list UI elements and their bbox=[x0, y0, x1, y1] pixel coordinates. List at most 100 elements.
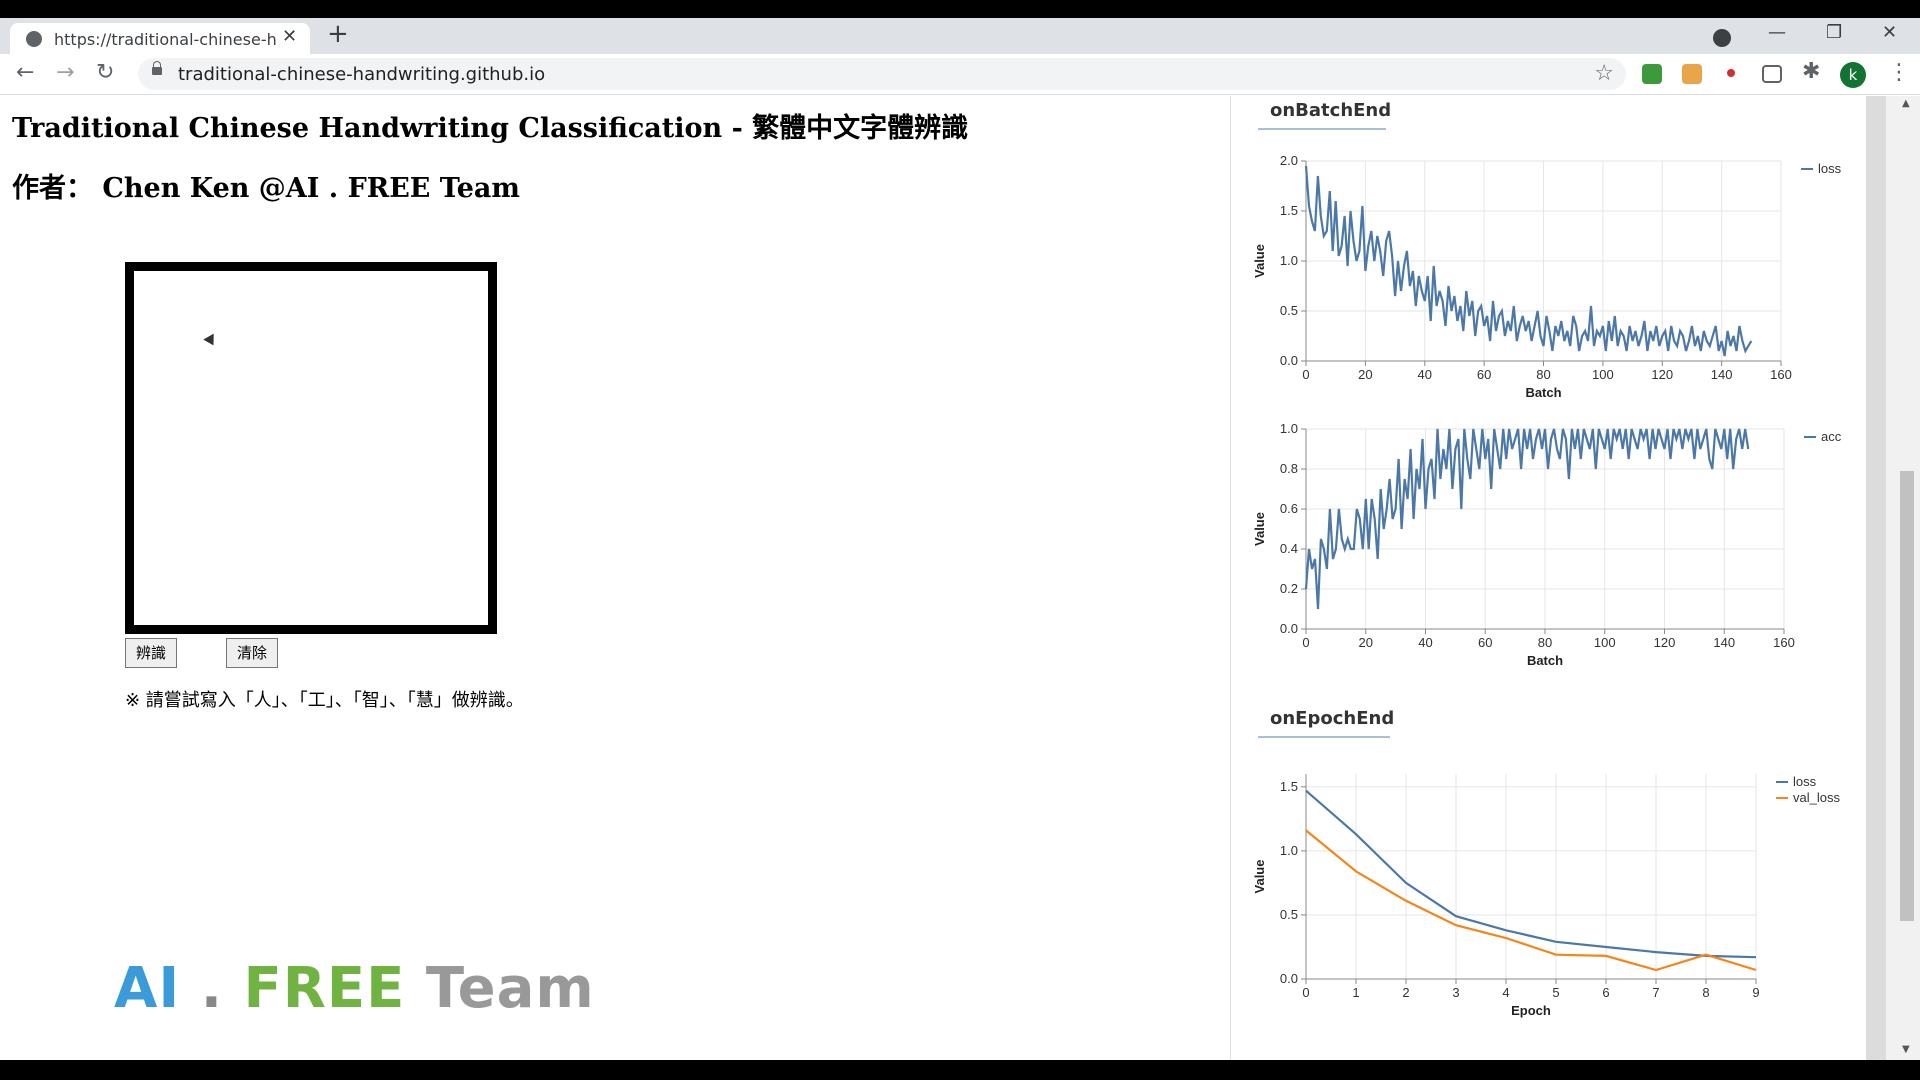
logo-dot: . bbox=[200, 956, 223, 1021]
section-underline-epoch bbox=[1258, 736, 1390, 738]
legend-label-loss: loss bbox=[1818, 161, 1842, 176]
restore-icon[interactable]: ❐ bbox=[1826, 22, 1843, 43]
y-axis-label: Value bbox=[1252, 512, 1267, 546]
y-tick-label: 0.5 bbox=[1280, 907, 1298, 922]
x-tick-label: 1 bbox=[1352, 985, 1359, 1000]
recognize-button[interactable]: 辨識 bbox=[125, 638, 177, 668]
drawing-canvas[interactable] bbox=[125, 262, 497, 634]
back-icon[interactable]: ← bbox=[16, 60, 35, 85]
y-tick-label: 0.0 bbox=[1280, 621, 1298, 636]
x-tick-label: 20 bbox=[1358, 367, 1372, 382]
hint-text: ※ 請嘗試寫入「人」、「工」、「智」、「慧」做辨識。 bbox=[125, 690, 524, 711]
minimize-icon[interactable]: — bbox=[1768, 22, 1786, 43]
scroll-down-arrow-icon[interactable]: ▼ bbox=[1902, 1044, 1910, 1055]
y-tick-label: 0.4 bbox=[1280, 541, 1298, 556]
tab-title: https://traditional-chinese-handwriting.… bbox=[54, 30, 276, 49]
author-line: 作者： Chen Ken @AI . FREE Team bbox=[12, 173, 520, 204]
y-tick-label: 0.2 bbox=[1280, 581, 1298, 596]
scrollbar-thumb[interactable] bbox=[1900, 471, 1914, 921]
legend-label-loss: loss bbox=[1793, 774, 1817, 789]
close-window-icon[interactable]: ✕ bbox=[1882, 22, 1898, 43]
y-tick-label: 0.0 bbox=[1280, 353, 1298, 368]
scrollbar[interactable]: ▲ ▼ bbox=[1866, 96, 1920, 1060]
y-tick-label: 2.0 bbox=[1280, 153, 1298, 168]
y-axis-label: Value bbox=[1252, 244, 1267, 278]
x-tick-label: 140 bbox=[1713, 635, 1735, 650]
browser-toolbar: ← → ↻ traditional-chinese-handwriting.gi… bbox=[0, 54, 1920, 95]
lock-icon[interactable] bbox=[152, 61, 162, 75]
address-bar[interactable]: traditional-chinese-handwriting.github.i… bbox=[138, 58, 1626, 90]
y-tick-label: 1.5 bbox=[1280, 779, 1298, 794]
panel-divider bbox=[1230, 96, 1231, 1060]
x-tick-label: 80 bbox=[1538, 635, 1552, 650]
batch-loss-chart: 0 20 40 60 80 100 120 140 160 0.0 0.5 1.0 1.5 2.0 Batc… bbox=[1252, 153, 1842, 400]
url-text[interactable]: traditional-chinese-handwriting.github.i… bbox=[178, 64, 546, 85]
profile-avatar[interactable]: k bbox=[1840, 62, 1866, 88]
logo-ai: AI bbox=[114, 956, 181, 1021]
page-title: Traditional Chinese Handwriting Classifi… bbox=[12, 113, 969, 144]
x-axis-label: Batch bbox=[1525, 385, 1561, 400]
browser-window: https://traditional-chinese-handwriting.… bbox=[0, 18, 1920, 1060]
x-tick-label: 160 bbox=[1773, 635, 1795, 650]
x-tick-label: 60 bbox=[1478, 635, 1492, 650]
series-line-val_loss bbox=[1305, 829, 1757, 972]
x-tick-label: 40 bbox=[1418, 367, 1432, 382]
x-tick-label: 60 bbox=[1477, 367, 1491, 382]
logo-free: FREE bbox=[243, 956, 406, 1021]
x-tick-label: 5 bbox=[1552, 985, 1559, 1000]
x-tick-label: 80 bbox=[1536, 367, 1550, 382]
x-tick-label: 8 bbox=[1702, 985, 1709, 1000]
x-tick-label: 140 bbox=[1711, 367, 1733, 382]
y-tick-label: 1.0 bbox=[1280, 421, 1298, 436]
clear-button[interactable]: 清除 bbox=[226, 638, 278, 668]
visor-scroll-track[interactable] bbox=[1866, 96, 1886, 1060]
section-underline-batch bbox=[1258, 128, 1386, 130]
x-tick-label: 120 bbox=[1654, 635, 1676, 650]
y-tick-label: 1.0 bbox=[1280, 253, 1298, 268]
logo-team: Team bbox=[425, 956, 595, 1021]
y-tick-label: 0.8 bbox=[1280, 461, 1298, 476]
x-tick-label: 0 bbox=[1302, 985, 1309, 1000]
y-tick-label: 0.0 bbox=[1280, 971, 1298, 986]
x-tick-label: 3 bbox=[1452, 985, 1459, 1000]
y-tick-label: 0.6 bbox=[1280, 501, 1298, 516]
x-tick-label: 6 bbox=[1602, 985, 1609, 1000]
x-tick-label: 2 bbox=[1402, 985, 1409, 1000]
x-tick-label: 20 bbox=[1359, 635, 1373, 650]
extensions-puzzle-icon[interactable]: ✱ bbox=[1802, 59, 1821, 84]
x-tick-label: 7 bbox=[1652, 985, 1659, 1000]
x-tick-label: 4 bbox=[1502, 985, 1509, 1000]
visor-panel: onBatchEnd 0 20 40 60 80 100 120 140 160 0.0 0.5 1.… bbox=[1234, 96, 1866, 1060]
x-tick-label: 9 bbox=[1752, 985, 1759, 1000]
browser-tab[interactable]: https://traditional-chinese-handwriting.… bbox=[10, 23, 310, 54]
y-tick-label: 1.0 bbox=[1280, 843, 1298, 858]
x-tick-label: 0 bbox=[1302, 635, 1309, 650]
x-tick-label: 100 bbox=[1594, 635, 1616, 650]
team-logo: AI . FREE Team bbox=[114, 956, 595, 1021]
new-tab-button[interactable]: + bbox=[327, 19, 349, 49]
scroll-up-arrow-icon[interactable]: ▲ bbox=[1902, 98, 1910, 109]
y-tick-label: 0.5 bbox=[1280, 303, 1298, 318]
chat-extension-icon[interactable] bbox=[1762, 65, 1782, 83]
batch-acc-chart: 0 20 40 60 80 100 120 140 160 0.0 0.2 0.4 0.6 0.8 1.0 B… bbox=[1252, 421, 1842, 668]
reload-icon[interactable]: ↻ bbox=[96, 60, 115, 85]
x-tick-label: 160 bbox=[1770, 367, 1792, 382]
legend-label-acc: acc bbox=[1821, 429, 1842, 444]
x-tick-label: 120 bbox=[1651, 367, 1673, 382]
x-axis-label: Epoch bbox=[1511, 1003, 1551, 1018]
browser-menu-icon[interactable]: ⋮ bbox=[1888, 60, 1910, 85]
forward-icon[interactable]: → bbox=[56, 60, 75, 85]
bookmark-star-icon[interactable]: ☆ bbox=[1594, 61, 1614, 86]
close-tab-icon[interactable]: ✕ bbox=[282, 26, 298, 47]
tab-search-icon[interactable] bbox=[1713, 29, 1731, 47]
record-extension-icon[interactable] bbox=[1727, 69, 1735, 77]
globe-icon bbox=[26, 31, 42, 47]
mouse-cursor-icon bbox=[203, 333, 219, 349]
y-tick-label: 1.5 bbox=[1280, 203, 1298, 218]
tab-bar: https://traditional-chinese-handwriting.… bbox=[0, 18, 1920, 54]
cors-extension-icon[interactable] bbox=[1642, 64, 1662, 84]
image-extension-icon[interactable] bbox=[1682, 64, 1702, 84]
section-title-epoch: onEpochEnd bbox=[1270, 708, 1395, 729]
page-content: Traditional Chinese Handwriting Classifi… bbox=[0, 96, 1920, 1060]
epoch-loss-chart: 0 1 2 3 4 5 6 7 8 9 0.0 0.5 1.0 1.5 Epoch Value lossval_… bbox=[1252, 774, 1840, 1018]
